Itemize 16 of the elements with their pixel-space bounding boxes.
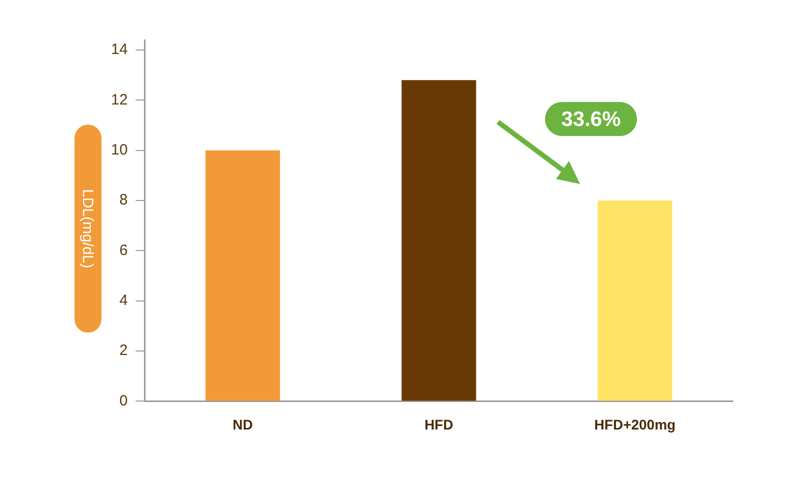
x-tick-label: HFD+200mg <box>594 416 676 432</box>
bar <box>205 150 280 401</box>
annotation: 33.6% <box>561 108 622 131</box>
bar <box>402 80 476 401</box>
y-tick-label: 10 <box>110 142 128 159</box>
bar <box>598 200 672 401</box>
y-tick-label: 14 <box>110 41 128 58</box>
y-tick-label: 6 <box>119 242 128 259</box>
y-axis-title: LDL(mg/dL) <box>78 189 96 268</box>
x-tick-label: HFD <box>424 416 454 432</box>
y-tick-label: 2 <box>119 342 128 360</box>
y-tick-label: 12 <box>110 91 128 108</box>
x-tick-label: ND <box>232 416 253 432</box>
y-tick-label: 0 <box>119 392 128 410</box>
y-tick-label: 4 <box>119 292 128 310</box>
y-tick-label: 8 <box>119 192 128 209</box>
